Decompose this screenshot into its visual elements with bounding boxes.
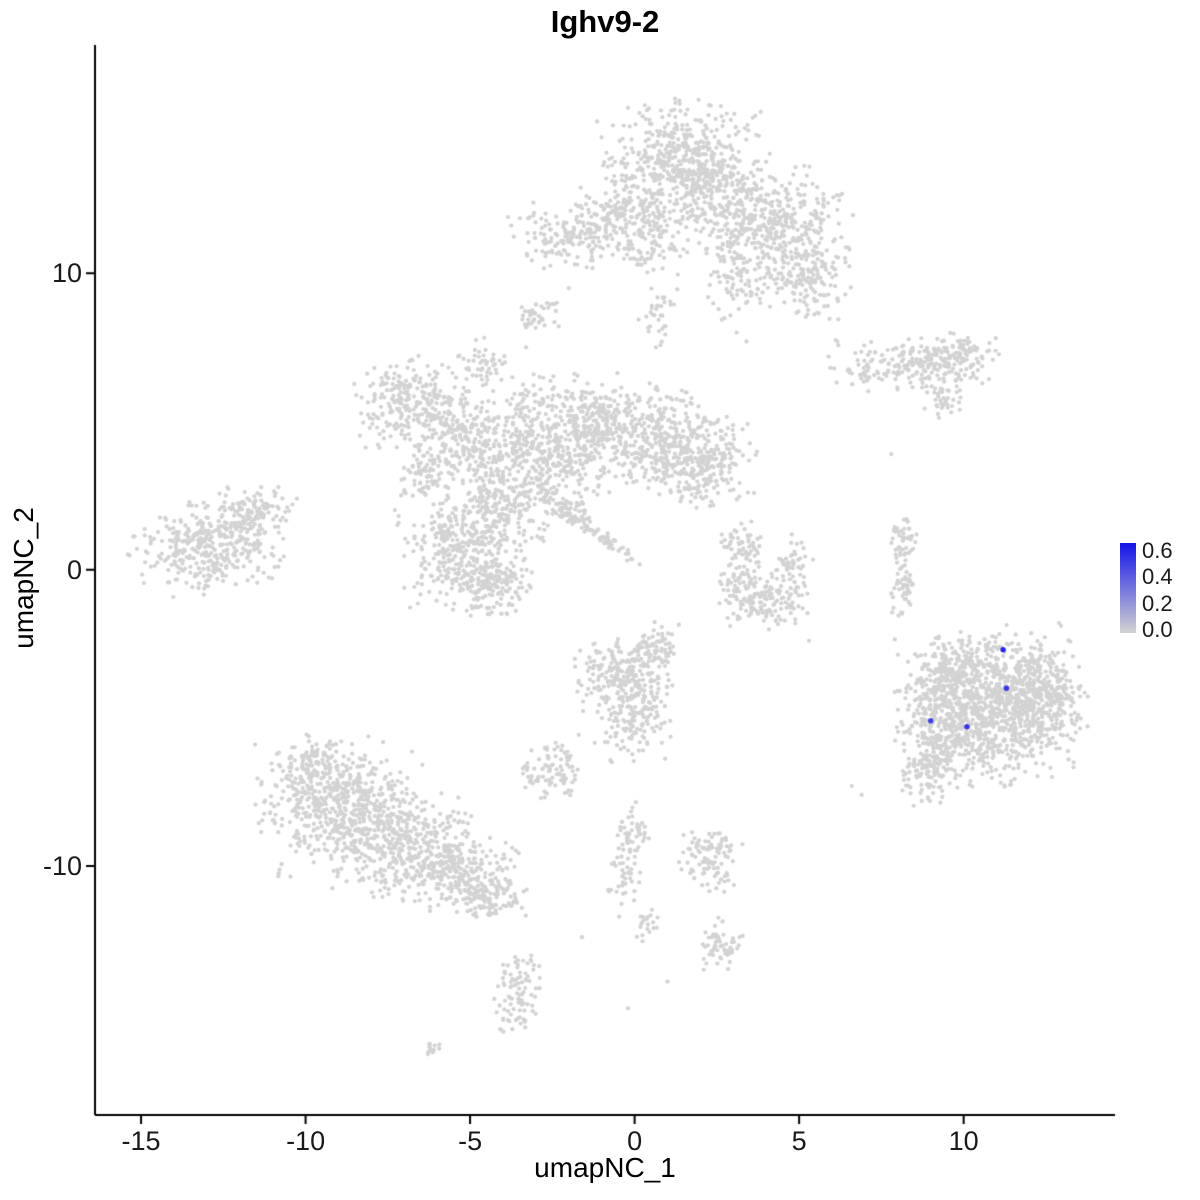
x-tick-label: 0 (627, 1126, 643, 1156)
y-tick-label: 10 (51, 258, 82, 289)
legend-tick-label: 0.6 (1142, 537, 1173, 563)
legend-tick-label: 0.2 (1142, 590, 1173, 616)
legend-tick-label: 0.4 (1142, 564, 1173, 590)
y-tick-label: -10 (42, 851, 82, 882)
y-tick-label: 0 (66, 554, 82, 585)
legend-gradient-bar (1120, 543, 1136, 633)
x-axis-label: umapNC_1 (534, 1152, 676, 1183)
expression-legend: 0.6 0.4 0.2 0.0 (1120, 537, 1200, 643)
x-tick-label: 5 (791, 1126, 807, 1156)
x-tick-label: 10 (948, 1126, 979, 1156)
x-tick-label: -15 (121, 1126, 161, 1156)
chart-title: Ighv9-2 (550, 4, 660, 39)
x-tick-label: -5 (458, 1126, 483, 1156)
legend-tick-label: 0.0 (1142, 617, 1173, 643)
x-tick-label: -10 (286, 1126, 326, 1156)
